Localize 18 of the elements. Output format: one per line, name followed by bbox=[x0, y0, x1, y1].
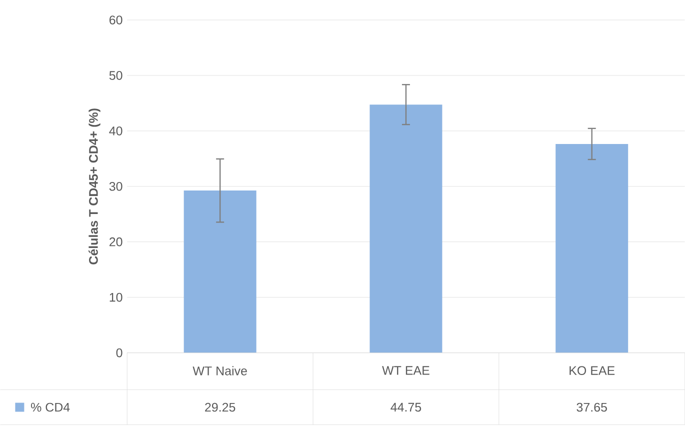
y-tick-label: 30 bbox=[109, 182, 122, 191]
data-label: 44.75 bbox=[390, 403, 422, 412]
data-label: 37.65 bbox=[576, 402, 607, 412]
x-tick-label: WT Naive bbox=[192, 366, 247, 376]
data-label: 29.25 bbox=[205, 402, 236, 412]
y-axis-title: Células T CD45+ CD4+ (%) bbox=[88, 108, 100, 264]
bar bbox=[370, 104, 442, 353]
x-tick-label: WT EAE bbox=[382, 366, 430, 375]
y-tick-label: 20 bbox=[110, 238, 122, 246]
y-tick-label: 60 bbox=[110, 16, 122, 25]
y-tick-label: 50 bbox=[109, 71, 122, 80]
y-tick-label: 10 bbox=[110, 293, 122, 302]
y-tick-label: 40 bbox=[109, 126, 122, 136]
bar bbox=[184, 190, 256, 353]
legend-label: % CD4 bbox=[31, 402, 70, 412]
y-tick-label: 0 bbox=[116, 348, 122, 358]
x-tick-label: KO EAE bbox=[570, 366, 615, 376]
bar bbox=[556, 144, 628, 353]
